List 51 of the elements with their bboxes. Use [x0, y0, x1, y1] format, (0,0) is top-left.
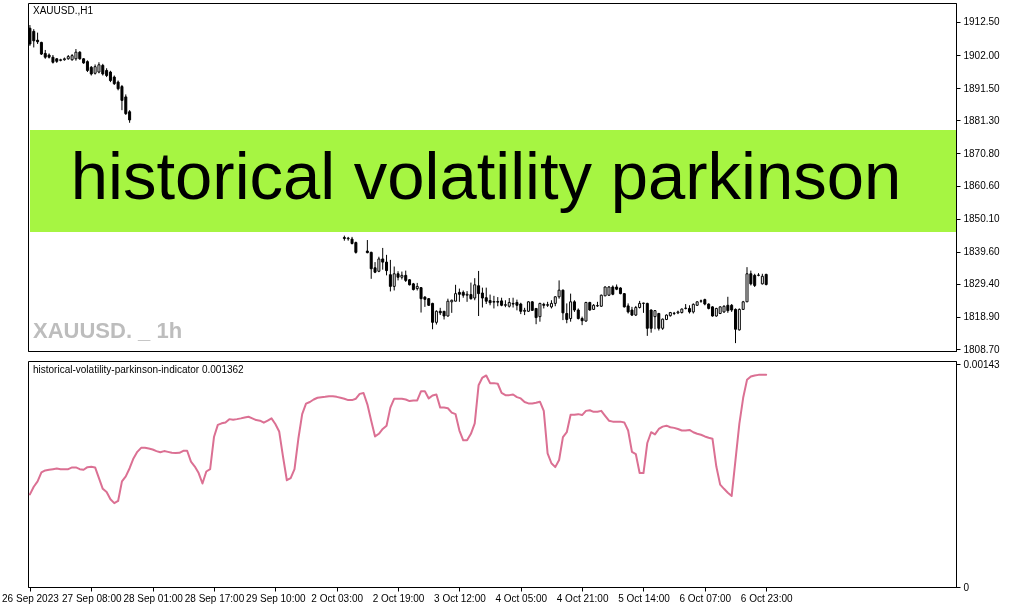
candlestick	[465, 290, 469, 303]
x-tick-label: 4 Oct 05:00	[495, 592, 548, 604]
candlestick	[653, 309, 657, 330]
y-tick-label: 1891.50	[963, 82, 1001, 94]
candlestick	[381, 247, 385, 271]
annotation: XAUUSD.,H1	[33, 5, 94, 16]
x-tick-label: 29 Sep 10:00	[246, 592, 307, 604]
x-tick-label: 6 Oct 23:00	[740, 592, 793, 604]
y-tick-label: 1808.70	[963, 343, 1001, 355]
candlestick	[734, 307, 737, 344]
x-tick-label: 26 Sep 2023	[2, 592, 60, 604]
x-tick-label: 4 Oct 21:00	[556, 592, 609, 604]
candlestick	[385, 254, 389, 276]
candlestick	[477, 270, 481, 317]
x-tick-label: 28 Sep 17:00	[184, 592, 245, 604]
y-tick-label: 1850.10	[963, 213, 1001, 225]
y-tick-label: 0	[963, 581, 970, 593]
candlestick	[388, 259, 392, 292]
y-tick-label: 1881.30	[963, 114, 1001, 126]
y-tick-label: 1912.50	[963, 16, 1001, 28]
y-tick-label: 1902.00	[963, 49, 1001, 61]
candlestick	[32, 28, 36, 48]
candlestick	[480, 287, 484, 308]
candlestick	[515, 299, 519, 311]
candlestick	[492, 295, 496, 309]
candlestick	[672, 311, 676, 316]
x-tick-label: 27 Sep 08:00	[62, 592, 122, 604]
candlestick	[369, 251, 373, 280]
candlestick	[419, 286, 423, 314]
x-tick-label: 28 Sep 01:00	[123, 592, 184, 604]
y-tick-label: 1818.90	[963, 311, 1001, 323]
y-tick-label: 1860.60	[963, 180, 1001, 192]
x-tick-label: 2 Oct 19:00	[372, 592, 425, 604]
x-tick-label: 3 Oct 12:00	[434, 592, 487, 604]
chart-title: historical-volatility-parkinson-indicator 0.001362	[33, 364, 245, 375]
candlestick	[392, 266, 396, 291]
candlestick	[511, 297, 515, 308]
text: historical volatility parkinson	[70, 138, 902, 213]
y-tick-label: 1839.60	[963, 246, 1001, 258]
x-tick-label: 6 Oct 07:00	[679, 592, 732, 604]
candlestick	[473, 277, 477, 301]
x-tick-label: 5 Oct 14:00	[618, 592, 671, 604]
line-series	[28, 373, 768, 505]
candlestick	[400, 271, 404, 280]
y-tick-label: 1829.40	[963, 278, 1001, 290]
x-tick-label: 2 Oct 03:00	[311, 592, 364, 604]
annotation: XAUUSD. _ 1h	[33, 318, 183, 343]
candlestick	[120, 84, 124, 111]
y-tick-label: 0.00143	[963, 358, 1001, 370]
candlestick	[469, 282, 473, 301]
y-tick-label: 1870.80	[963, 147, 1001, 159]
